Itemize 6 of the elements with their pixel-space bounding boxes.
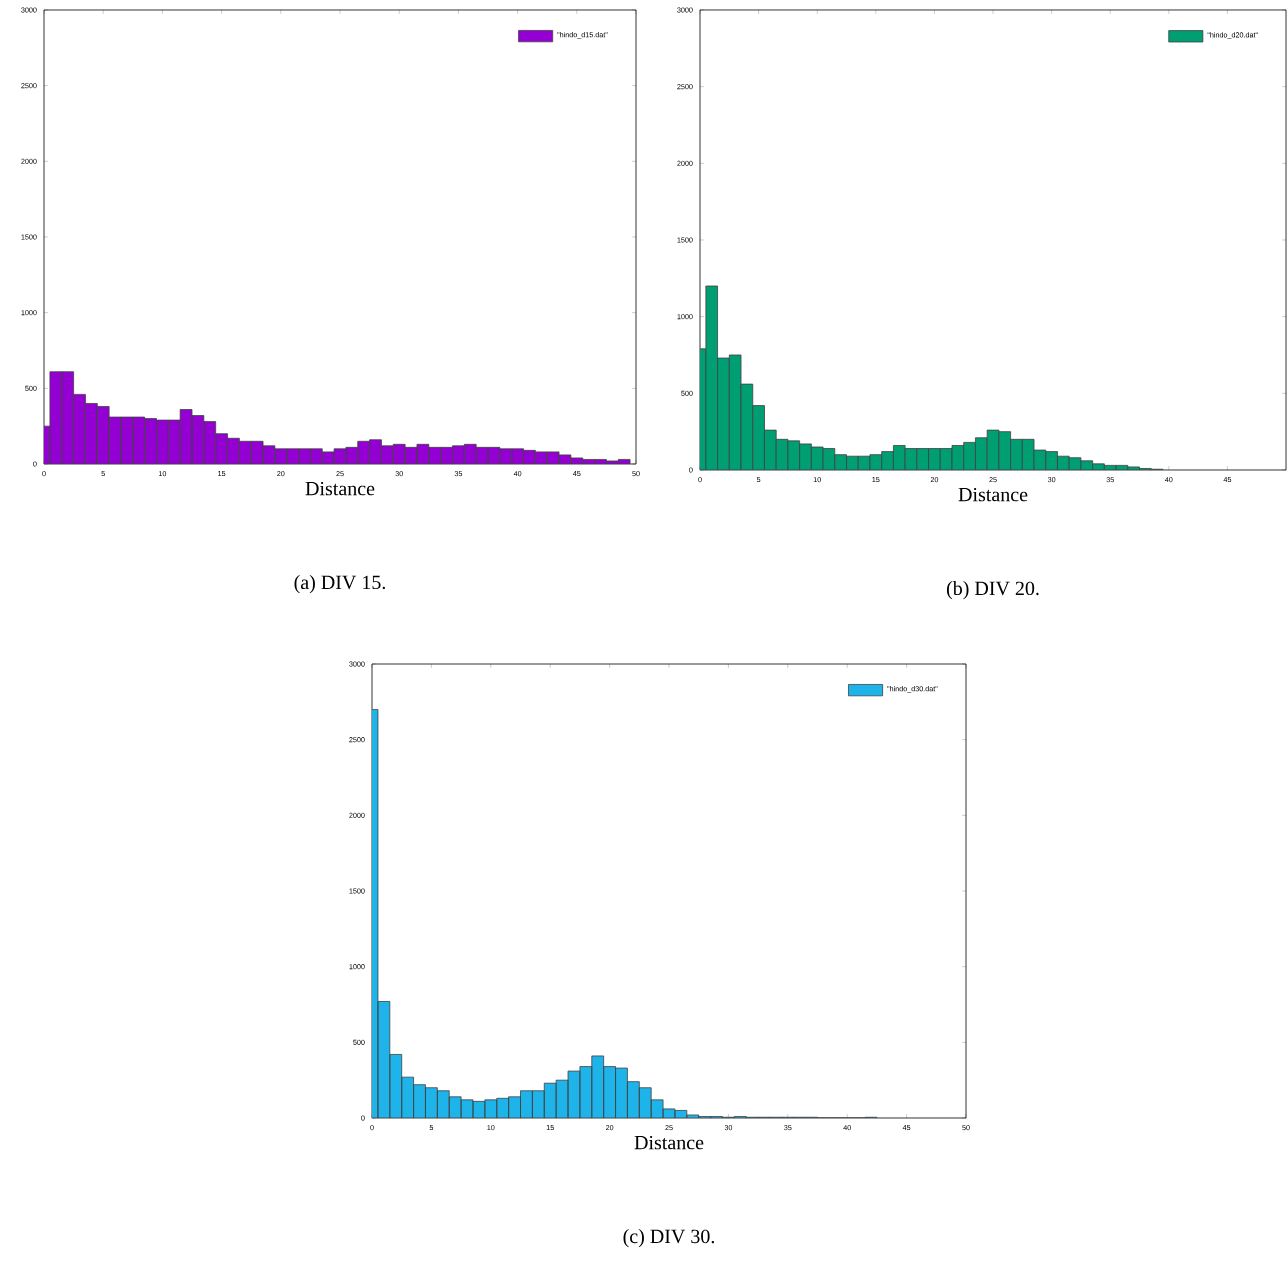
x-axis-title: Distance (305, 481, 375, 496)
text: (a) DIV 15. (294, 575, 386, 594)
text: (b) DIV 20. (946, 581, 1039, 600)
x-axis-title: Distance (634, 1135, 704, 1150)
x-axis-title: Distance (958, 487, 1028, 502)
text: (c) DIV 30. (623, 1229, 715, 1248)
